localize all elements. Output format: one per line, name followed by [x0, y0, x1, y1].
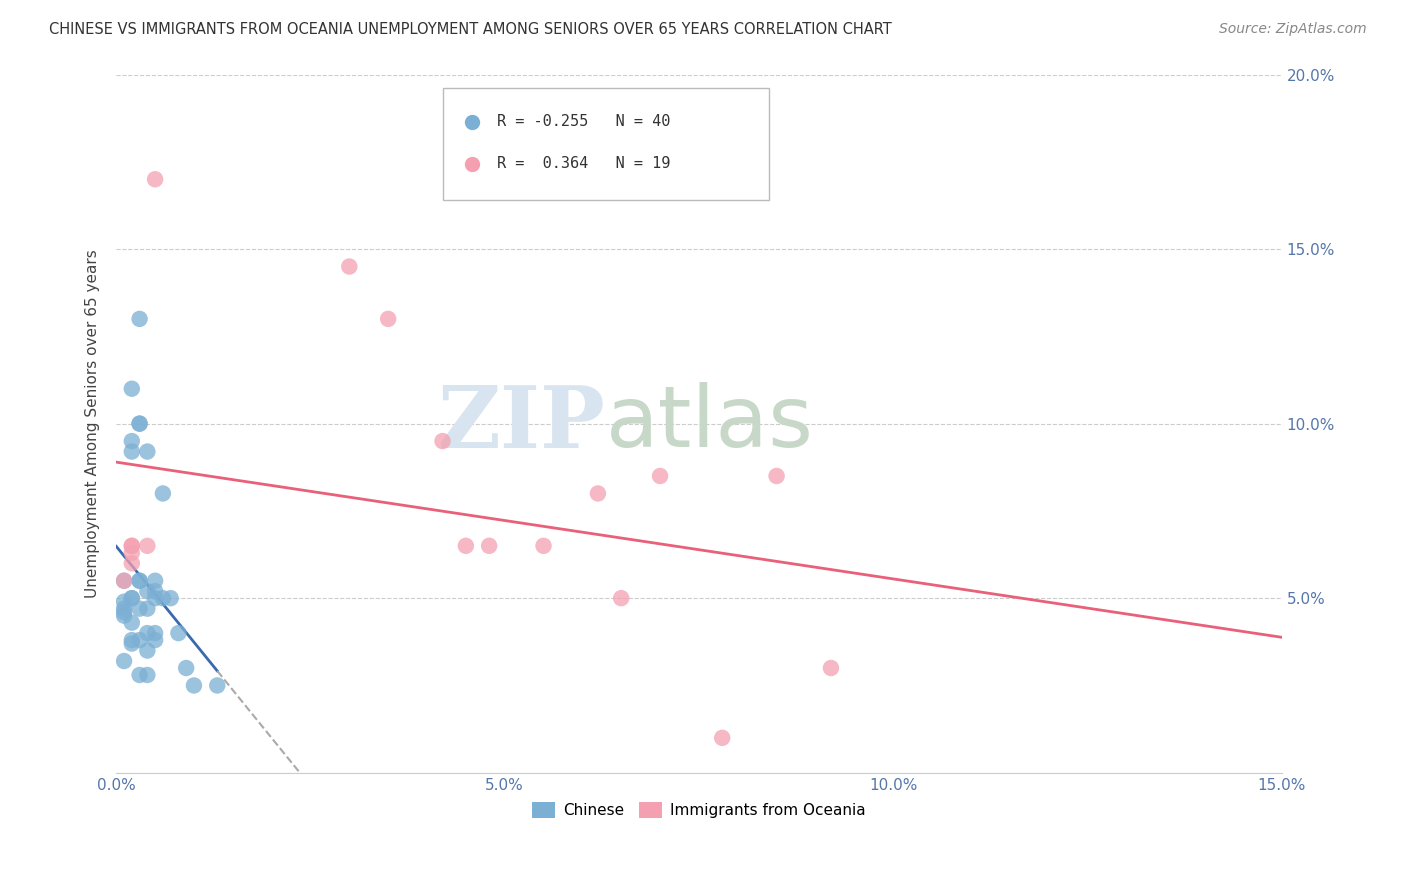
Point	[478, 539, 501, 553]
Point	[533, 539, 555, 553]
Point	[121, 539, 143, 553]
Point	[143, 626, 166, 640]
Point	[121, 539, 143, 553]
Point	[183, 678, 205, 692]
Text: atlas: atlas	[606, 382, 814, 465]
Point	[112, 595, 135, 609]
Point	[648, 469, 671, 483]
Text: R = -0.255   N = 40: R = -0.255 N = 40	[498, 114, 671, 129]
Point	[121, 591, 143, 606]
Point	[121, 591, 143, 606]
FancyBboxPatch shape	[443, 88, 769, 200]
Point	[143, 574, 166, 588]
Point	[112, 601, 135, 615]
Point	[121, 633, 143, 648]
Point	[112, 608, 135, 623]
Point	[121, 556, 143, 570]
Point	[207, 678, 229, 692]
Point	[128, 417, 150, 431]
Point	[128, 668, 150, 682]
Point	[765, 469, 787, 483]
Point	[136, 601, 159, 615]
Point	[377, 312, 399, 326]
Point	[174, 661, 197, 675]
Point	[586, 486, 609, 500]
Point	[121, 615, 143, 630]
Point	[159, 591, 181, 606]
Point	[128, 312, 150, 326]
Point	[121, 434, 143, 448]
Legend: Chinese, Immigrants from Oceania: Chinese, Immigrants from Oceania	[526, 797, 872, 824]
Point	[128, 574, 150, 588]
Point	[121, 636, 143, 650]
Point	[136, 643, 159, 657]
Point	[432, 434, 454, 448]
Point	[112, 574, 135, 588]
Text: CHINESE VS IMMIGRANTS FROM OCEANIA UNEMPLOYMENT AMONG SENIORS OVER 65 YEARS CORR: CHINESE VS IMMIGRANTS FROM OCEANIA UNEMP…	[49, 22, 891, 37]
Point	[136, 444, 159, 458]
Point	[820, 661, 842, 675]
Point	[136, 668, 159, 682]
Point	[143, 172, 166, 186]
Text: Source: ZipAtlas.com: Source: ZipAtlas.com	[1219, 22, 1367, 37]
Point	[454, 539, 477, 553]
Point	[136, 539, 159, 553]
Point	[136, 626, 159, 640]
Point	[167, 626, 190, 640]
Point	[128, 574, 150, 588]
Point	[112, 605, 135, 619]
Point	[121, 444, 143, 458]
Point	[143, 584, 166, 599]
Point	[121, 546, 143, 560]
Point	[152, 486, 174, 500]
Point	[152, 591, 174, 606]
Point	[337, 260, 360, 274]
Point	[136, 584, 159, 599]
Point	[128, 417, 150, 431]
Text: ZIP: ZIP	[437, 382, 606, 466]
Point	[128, 633, 150, 648]
Point	[121, 382, 143, 396]
Point	[112, 574, 135, 588]
Y-axis label: Unemployment Among Seniors over 65 years: Unemployment Among Seniors over 65 years	[86, 249, 100, 598]
Point	[128, 601, 150, 615]
Point	[711, 731, 734, 745]
Text: R =  0.364   N = 19: R = 0.364 N = 19	[498, 156, 671, 171]
Point	[143, 633, 166, 648]
Point	[610, 591, 633, 606]
Point	[112, 654, 135, 668]
Point	[143, 591, 166, 606]
